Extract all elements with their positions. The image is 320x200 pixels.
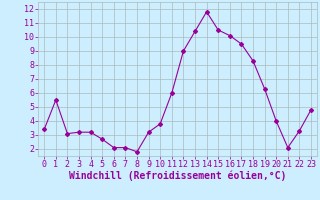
- X-axis label: Windchill (Refroidissement éolien,°C): Windchill (Refroidissement éolien,°C): [69, 171, 286, 181]
